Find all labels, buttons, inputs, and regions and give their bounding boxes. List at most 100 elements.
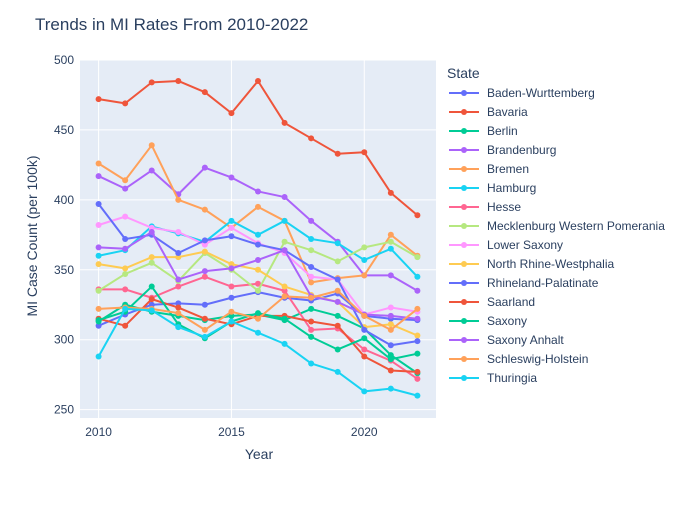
data-point — [148, 283, 155, 290]
data-point — [201, 206, 208, 213]
legend-label: Hamburg — [487, 181, 536, 195]
data-point — [122, 177, 129, 184]
data-point — [95, 317, 102, 324]
data-point — [361, 335, 368, 342]
data-point — [175, 310, 182, 317]
data-point — [228, 261, 235, 268]
data-point — [361, 272, 368, 279]
data-point — [228, 110, 235, 117]
data-point — [414, 315, 421, 322]
data-point — [334, 312, 341, 319]
data-point — [281, 293, 288, 300]
legend-item: Hamburg — [449, 181, 536, 195]
data-point — [255, 266, 261, 273]
data-point — [387, 342, 394, 349]
data-point — [387, 385, 394, 392]
data-point — [308, 318, 315, 325]
data-point — [334, 240, 341, 247]
legend-marker — [461, 185, 467, 191]
data-point — [228, 224, 235, 231]
data-point — [281, 287, 288, 294]
data-point — [228, 217, 235, 224]
legend-marker — [461, 204, 467, 210]
y-tick-label: 350 — [54, 263, 74, 277]
data-point — [414, 273, 421, 280]
legend-title: State — [447, 65, 480, 81]
legend-marker — [461, 109, 467, 115]
legend-marker — [461, 280, 467, 286]
data-point — [95, 261, 102, 268]
data-point — [228, 294, 235, 301]
data-point — [308, 326, 315, 333]
data-point — [387, 356, 394, 363]
data-point — [95, 287, 102, 294]
data-point — [148, 259, 155, 266]
y-axis-label: MI Case Count (per 100k) — [24, 155, 40, 316]
data-point — [201, 326, 208, 333]
legend-marker — [461, 90, 467, 96]
data-point — [148, 229, 155, 236]
data-point — [281, 340, 288, 347]
data-point — [387, 312, 394, 319]
legend-label: Lower Saxony — [487, 238, 563, 252]
data-point — [175, 254, 182, 261]
x-axis-label: Year — [245, 446, 274, 462]
data-point — [361, 326, 368, 333]
data-point — [255, 188, 261, 195]
legend-label: Rhineland-Palatinate — [487, 276, 599, 290]
data-point — [228, 174, 235, 181]
data-point — [175, 249, 182, 256]
data-point — [228, 308, 235, 315]
data-point — [255, 256, 261, 263]
data-point — [228, 318, 235, 325]
data-point — [122, 286, 129, 293]
legend-label: Baden-Wurttemberg — [487, 86, 595, 100]
legend-item: Thuringia — [449, 371, 537, 385]
data-point — [201, 273, 208, 280]
data-point — [122, 100, 129, 107]
legend-item: Rhineland-Palatinate — [449, 276, 599, 290]
legend-marker — [461, 337, 467, 343]
legend-item: Baden-Wurttemberg — [449, 86, 595, 100]
legend-item: Schleswig-Holstein — [449, 352, 588, 366]
legend-item: Bremen — [449, 162, 529, 176]
data-point — [308, 273, 315, 280]
data-point — [414, 332, 421, 339]
data-point — [334, 150, 341, 157]
data-point — [122, 236, 129, 242]
data-point — [95, 353, 102, 360]
legend-marker — [461, 299, 467, 305]
data-point — [122, 245, 129, 252]
data-point — [387, 352, 394, 359]
data-point — [308, 135, 315, 142]
data-point — [308, 305, 315, 312]
data-point — [255, 280, 261, 287]
legend-marker — [461, 128, 467, 134]
legend-label: Bavaria — [487, 105, 528, 119]
y-tick-label: 400 — [54, 193, 74, 207]
legend-label: Brandenburg — [487, 143, 556, 157]
data-point — [308, 333, 315, 340]
data-point — [201, 268, 208, 275]
data-point — [334, 298, 341, 305]
data-point — [175, 276, 182, 283]
data-point — [308, 236, 315, 242]
series-thuringia — [95, 305, 421, 399]
data-point — [308, 217, 315, 224]
data-point — [175, 77, 182, 84]
y-tick-label: 500 — [54, 53, 74, 67]
data-point — [281, 119, 288, 126]
data-point — [361, 353, 368, 360]
data-point — [281, 217, 288, 224]
legend-marker — [461, 147, 467, 153]
data-point — [228, 283, 235, 290]
data-point — [255, 241, 261, 248]
data-point — [414, 212, 421, 219]
data-point — [201, 315, 208, 322]
data-point — [175, 283, 182, 290]
legend-item: Brandenburg — [449, 143, 556, 157]
plot-background — [80, 60, 436, 418]
data-point — [148, 301, 155, 308]
data-point — [334, 322, 341, 329]
